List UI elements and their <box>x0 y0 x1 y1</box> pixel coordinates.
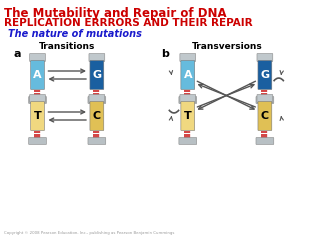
FancyBboxPatch shape <box>90 102 104 131</box>
Text: C: C <box>93 111 101 121</box>
FancyBboxPatch shape <box>31 102 44 131</box>
FancyBboxPatch shape <box>30 95 45 102</box>
Text: G: G <box>92 70 101 80</box>
FancyBboxPatch shape <box>179 138 197 144</box>
FancyBboxPatch shape <box>90 60 104 90</box>
FancyBboxPatch shape <box>88 138 106 144</box>
Text: Transversions: Transversions <box>192 42 263 51</box>
FancyBboxPatch shape <box>89 54 105 61</box>
Text: A: A <box>183 70 192 80</box>
FancyBboxPatch shape <box>180 95 196 102</box>
FancyBboxPatch shape <box>257 54 273 61</box>
FancyBboxPatch shape <box>181 60 195 90</box>
Text: The nature of mutations: The nature of mutations <box>8 29 142 39</box>
Text: T: T <box>34 111 41 121</box>
Text: a: a <box>14 49 21 59</box>
FancyBboxPatch shape <box>258 102 272 131</box>
FancyBboxPatch shape <box>257 95 273 102</box>
Text: T: T <box>184 111 192 121</box>
FancyBboxPatch shape <box>179 96 197 103</box>
Text: The Mutability and Repair of DNA: The Mutability and Repair of DNA <box>4 7 227 20</box>
Text: C: C <box>261 111 269 121</box>
Text: REPLICATION ERRRORS AND THEIR REPAIR: REPLICATION ERRRORS AND THEIR REPAIR <box>4 18 252 28</box>
FancyBboxPatch shape <box>29 96 46 103</box>
Text: G: G <box>260 70 269 80</box>
FancyBboxPatch shape <box>29 138 46 144</box>
FancyBboxPatch shape <box>88 96 106 103</box>
FancyBboxPatch shape <box>256 138 274 144</box>
FancyBboxPatch shape <box>30 54 45 61</box>
FancyBboxPatch shape <box>180 54 196 61</box>
FancyBboxPatch shape <box>89 95 105 102</box>
Text: Copyright © 2008 Pearson Education, Inc., publishing as Pearson Benjamin Cumming: Copyright © 2008 Pearson Education, Inc.… <box>4 231 174 235</box>
Text: b: b <box>161 49 169 59</box>
Text: A: A <box>33 70 42 80</box>
FancyBboxPatch shape <box>31 60 44 90</box>
FancyBboxPatch shape <box>256 96 274 103</box>
FancyBboxPatch shape <box>258 60 272 90</box>
FancyBboxPatch shape <box>181 102 195 131</box>
Text: Transitions: Transitions <box>39 42 95 51</box>
